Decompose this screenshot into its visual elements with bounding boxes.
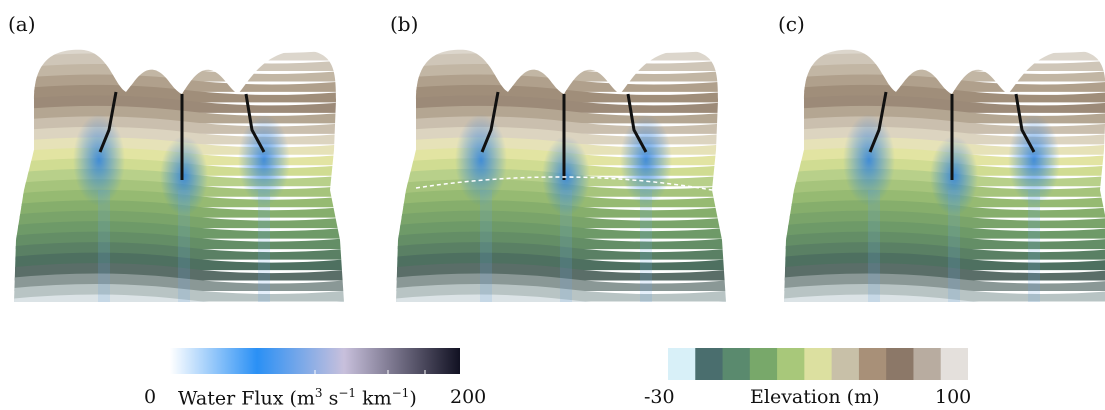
water-flux-title-sup: −1 [338,386,357,400]
elevation-gradient [668,348,968,380]
water-flux-title: Water Flux (m3 s−1 km−1) [178,386,417,409]
elevation-bin [749,348,778,380]
elevation-bin [886,348,914,380]
elevation-bin [858,348,887,380]
elevation-bin [831,348,860,380]
water-flux-gradient [170,348,460,374]
water-flux-colorbar: 0 Water Flux (m3 s−1 km−1) 200 [140,346,486,409]
water-flux-title-part: s [322,387,339,410]
terrain-surface [14,49,344,303]
elevation-bin [722,348,751,380]
water-flux-title-part: Water Flux (m [178,387,315,410]
elevation-colorbar: -30 Elevation (m) 100 [640,346,1000,408]
terrain-surface [784,49,1105,303]
water-flux-max-label: 200 [450,386,487,408]
panel-label: (a) [8,12,36,36]
elevation-min-label: -30 [644,386,675,408]
elevation-bin [913,348,942,380]
elevation-title: Elevation (m) [750,386,880,408]
elevation-bin [668,348,696,380]
panel-c: (c) [770,0,1105,320]
terrain-surface [396,49,726,303]
panel-label: (b) [390,12,419,36]
water-flux-title-sup: −1 [391,386,410,400]
panel-a: (a) [0,0,370,320]
panel-b: (b) [382,0,752,320]
panel-label: (c) [778,12,805,36]
elevation-bin [695,348,724,380]
elevation-bin [777,348,805,380]
elevation-bin [804,348,833,380]
water-flux-title-part: km [356,387,392,410]
elevation-max-label: 100 [935,386,972,408]
water-flux-min-label: 0 [144,386,157,408]
elevation-bin [940,348,968,380]
water-flux-title-sup: 3 [314,386,323,400]
water-flux-title-part: ) [409,387,417,410]
